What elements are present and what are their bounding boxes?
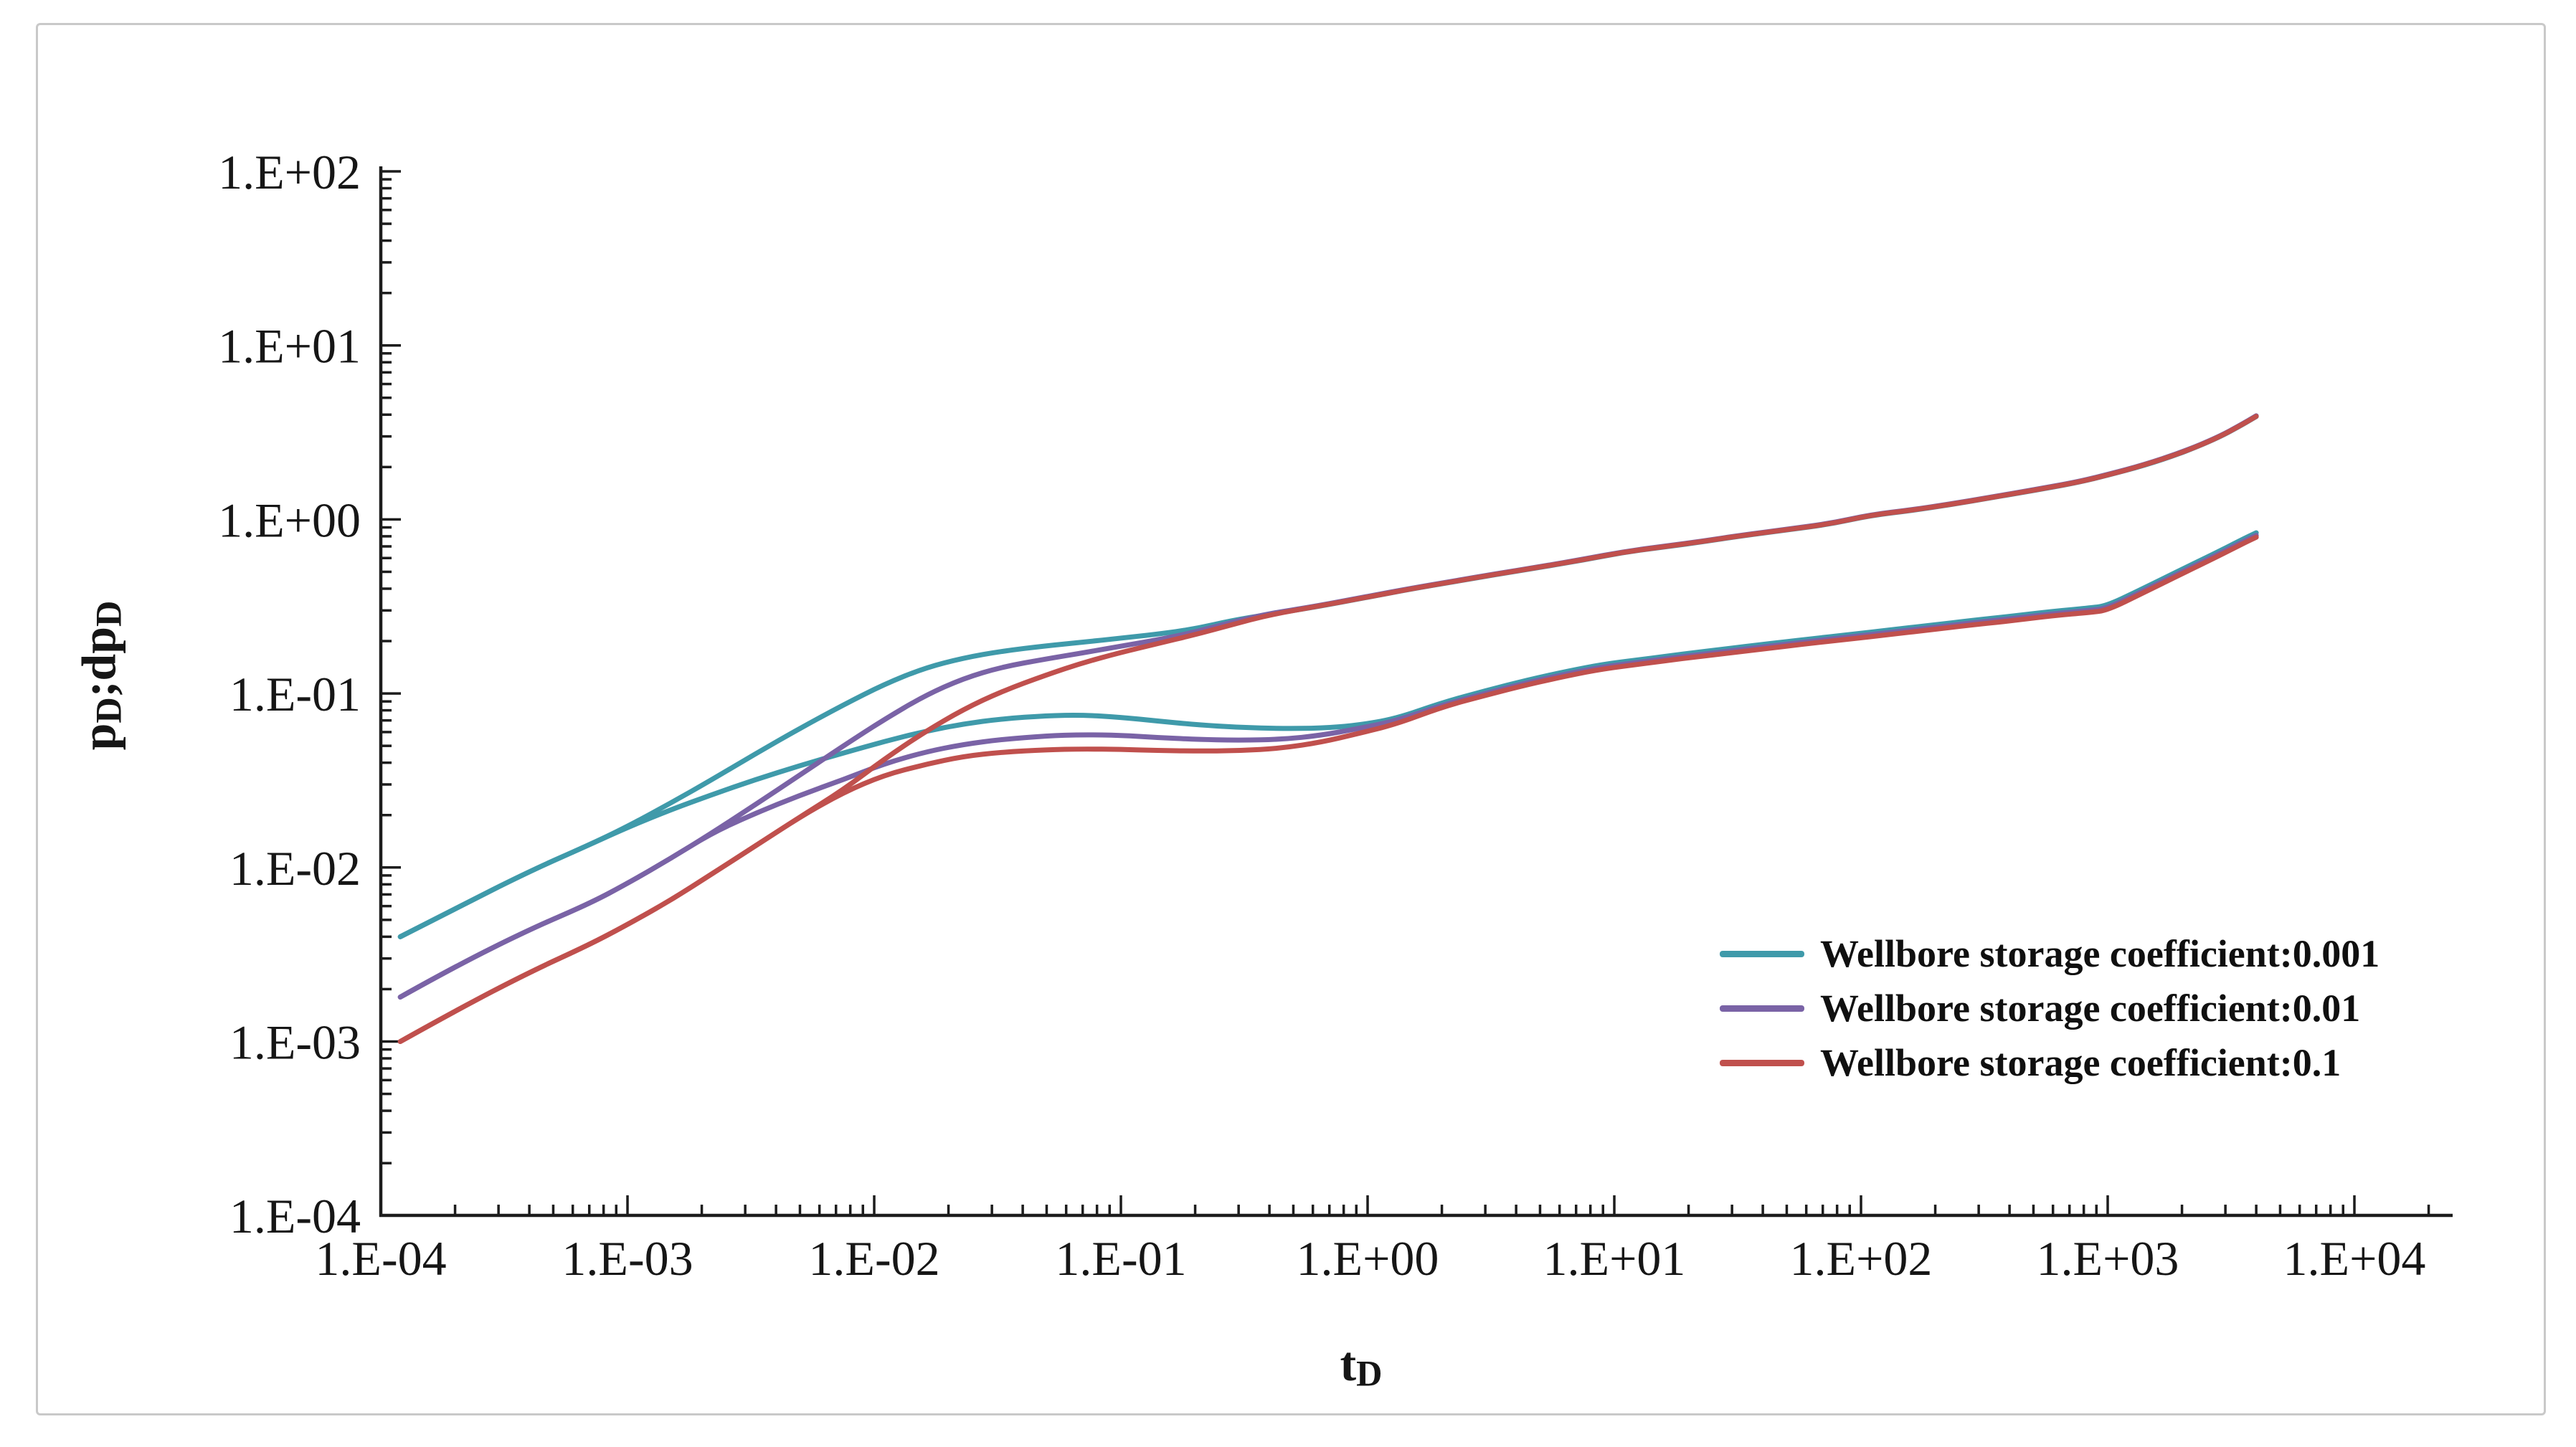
legend-item: Wellbore storage coefficient:0.1	[1720, 1035, 2380, 1090]
y-axis-title: pD;dpD	[71, 600, 129, 751]
series-wellbore-storage-0.01-pressure	[397, 413, 2259, 1000]
x-tick-label: 1.E+02	[1790, 1231, 1933, 1286]
legend-item: Wellbore storage coefficient:0.01	[1720, 981, 2380, 1035]
data-curves	[397, 413, 2259, 1044]
legend-label: Wellbore storage coefficient:0.1	[1820, 1041, 2341, 1084]
figure-border	[36, 23, 2546, 1415]
x-axis-title-main: t	[1340, 1336, 1357, 1391]
y-axis-title-subscript: D	[88, 600, 129, 627]
x-axis-title: tD	[1340, 1336, 1383, 1394]
legend-line-swatch-red	[1720, 1059, 1804, 1066]
x-tick-label: 1.E-03	[562, 1231, 693, 1286]
series-wellbore-storage-0.001-pressure	[397, 414, 2259, 939]
axis-tick-labels: 1.E-04 1.E-03 1.E-02 1.E-01 1.E+00 1.E+01 1.E+…	[218, 145, 2425, 1286]
x-tick-label: 1.E+03	[2037, 1231, 2179, 1286]
x-tick-label: 1.E+01	[1543, 1231, 1686, 1286]
y-tick-label: 1.E-01	[229, 667, 361, 721]
x-tick-label: 1.E+00	[1297, 1231, 1439, 1286]
y-tick-label: 1.E-03	[229, 1015, 361, 1070]
series-wellbore-storage-0.1-derivative	[397, 534, 2259, 1044]
legend-line-swatch-purple	[1720, 1005, 1804, 1012]
x-tick-label: 1.E+04	[2283, 1231, 2426, 1286]
y-axis-title-main: ;dp	[71, 626, 126, 698]
y-axis-title-main: p	[71, 723, 126, 751]
axis-ticks	[379, 170, 2430, 1217]
y-tick-label: 1.E-02	[229, 841, 361, 896]
legend: Wellbore storage coefficient:0.001 Wellb…	[1720, 926, 2380, 1090]
y-tick-label: 1.E+02	[218, 145, 361, 199]
x-axis-title-subscript: D	[1356, 1353, 1383, 1394]
legend-label: Wellbore storage coefficient:0.001	[1820, 932, 2380, 975]
x-tick-label: 1.E-01	[1055, 1231, 1186, 1286]
x-tick-label: 1.E-02	[808, 1231, 939, 1286]
x-tick-label: 1.E-04	[315, 1231, 446, 1286]
legend-label: Wellbore storage coefficient:0.01	[1820, 987, 2361, 1030]
y-tick-label: 1.E+01	[218, 319, 361, 374]
y-tick-label: 1.E+00	[218, 493, 361, 547]
legend-item: Wellbore storage coefficient:0.001	[1720, 926, 2380, 981]
y-tick-label: 1.E-04	[229, 1189, 361, 1243]
legend-line-swatch-teal	[1720, 950, 1804, 957]
y-axis-title-subscript: D	[88, 697, 129, 724]
